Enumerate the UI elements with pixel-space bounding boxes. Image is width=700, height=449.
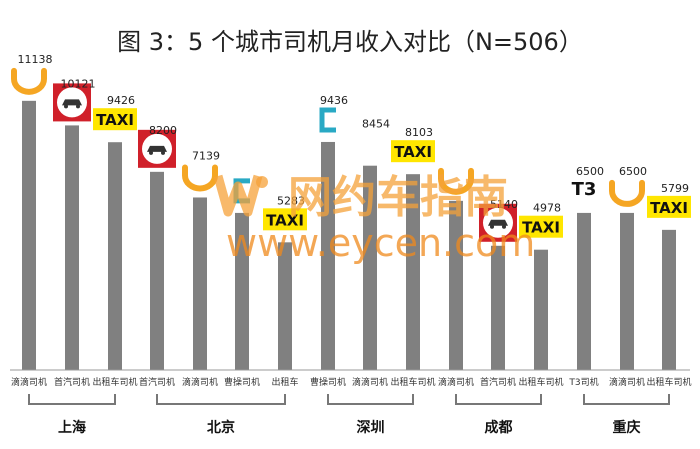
- tick-label: 滴滴司机: [11, 376, 47, 388]
- bar: [406, 174, 420, 370]
- tick-label: 出租车司机: [646, 376, 691, 388]
- group-label: 成都: [485, 419, 513, 436]
- svg-text:TAXI: TAXI: [522, 219, 560, 237]
- tick-label: 出租车: [271, 376, 298, 388]
- shouqi-logo: [479, 203, 517, 242]
- logos-layer: TAXI TAXI TAXI TAXI T3 TAXI: [11, 67, 691, 242]
- bar: [662, 229, 676, 370]
- didi-logo: [182, 164, 218, 192]
- tick-label: 滴滴司机: [609, 376, 645, 388]
- value-label: 8200: [149, 124, 177, 137]
- bar: [150, 171, 164, 370]
- group-label: 深圳: [357, 419, 385, 436]
- value-label: 9426: [107, 94, 135, 107]
- watermark-w-logo: [213, 174, 268, 217]
- bars-layer: [22, 100, 676, 370]
- tick-label: 首汽司机: [54, 376, 90, 388]
- shouqi-logo: [53, 83, 91, 122]
- bar: [22, 100, 36, 370]
- bar: [65, 125, 79, 370]
- svg-text:TAXI: TAXI: [96, 111, 134, 129]
- bar: [449, 200, 463, 370]
- group-bracket: [156, 394, 286, 405]
- value-label: 6500: [619, 165, 647, 178]
- bar: [534, 249, 548, 370]
- bar: [620, 212, 634, 370]
- watermark: 网约车指南 www.eycen.com: [213, 172, 535, 265]
- taxi-logo: TAXI: [263, 208, 307, 231]
- svg-text:TAXI: TAXI: [650, 199, 688, 217]
- taxi-logo: TAXI: [647, 195, 691, 218]
- svg-text:TAXI: TAXI: [394, 143, 432, 161]
- value-label: 5799: [661, 182, 689, 195]
- bar: [108, 142, 122, 370]
- group-bracket: [455, 394, 542, 405]
- value-label: 8103: [405, 126, 433, 139]
- svg-text:TAXI: TAXI: [266, 211, 304, 229]
- taxi-logo: TAXI: [93, 108, 137, 131]
- caocao-logo: [319, 107, 336, 133]
- group-bracket: [28, 394, 116, 405]
- tick-label: T3司机: [568, 376, 598, 388]
- group-label: 北京: [207, 419, 235, 436]
- group-bracket: [327, 394, 414, 405]
- tick-label: 首汽司机: [139, 376, 175, 388]
- group-brackets-layer: 上海 北京 深圳 成都 重庆: [28, 394, 670, 436]
- chart-title: 图 3：5 个城市司机月收入对比（N=506）: [117, 28, 583, 56]
- group-label: 上海: [58, 419, 86, 436]
- watermark-brand: 网约车指南: [288, 172, 508, 223]
- bar: [491, 245, 505, 370]
- didi-logo: [438, 167, 474, 195]
- tick-label: 曹操司机: [224, 376, 260, 388]
- tick-label: 出租车司机: [518, 376, 563, 388]
- value-label: 9436: [320, 94, 348, 107]
- value-labels-layer: 11138 10121 9426 8200 7139 5283 9436 8454 8103 51…: [18, 53, 690, 215]
- value-label: 11138: [18, 53, 53, 66]
- didi-logo: [11, 67, 47, 95]
- value-label: 6500: [576, 165, 604, 178]
- bar: [235, 212, 249, 370]
- bar: [193, 197, 207, 370]
- tick-label: 滴滴司机: [438, 376, 474, 388]
- taxi-logo: TAXI: [519, 215, 563, 238]
- bar: [278, 242, 292, 370]
- didi-logo: [609, 179, 645, 207]
- t3-logo: T3: [572, 179, 597, 200]
- value-label: 10121: [61, 77, 96, 90]
- taxi-logo: TAXI: [391, 140, 435, 163]
- bar: [577, 212, 591, 370]
- tick-label: 曹操司机: [310, 376, 346, 388]
- tick-label: 首汽司机: [480, 376, 516, 388]
- shouqi-logo: [138, 129, 176, 168]
- value-label: 5283: [277, 194, 305, 207]
- value-label: 5140: [490, 198, 518, 211]
- tick-label: 出租车司机: [92, 376, 137, 388]
- bar: [363, 165, 377, 370]
- tick-label: 出租车司机: [390, 376, 435, 388]
- tick-label: 滴滴司机: [352, 376, 388, 388]
- watermark-url: www.eycen.com: [226, 221, 535, 265]
- tick-labels-layer: 滴滴司机 首汽司机 出租车司机 首汽司机 滴滴司机 曹操司机 出租车 曹操司机 滴滴司机 出租车司…: [11, 376, 692, 388]
- group-label: 重庆: [613, 419, 641, 436]
- group-bracket: [583, 394, 670, 405]
- tick-label: 滴滴司机: [182, 376, 218, 388]
- value-label: 7139: [192, 149, 220, 162]
- bar: [321, 141, 335, 370]
- value-label: 8454: [362, 118, 390, 131]
- value-label: 4978: [533, 202, 561, 215]
- svg-text:T3: T3: [572, 179, 597, 200]
